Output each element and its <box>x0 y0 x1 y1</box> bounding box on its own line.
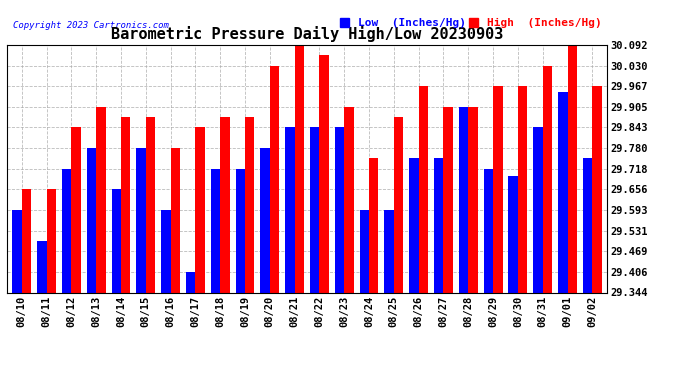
Bar <box>369 158 379 292</box>
Bar <box>211 169 220 292</box>
Bar <box>434 158 444 292</box>
Bar <box>161 210 170 292</box>
Bar <box>260 148 270 292</box>
Bar <box>543 66 552 292</box>
Bar <box>195 128 205 292</box>
Bar <box>493 86 502 292</box>
Title: Barometric Pressure Daily High/Low 20230903: Barometric Pressure Daily High/Low 20230… <box>111 27 503 42</box>
Bar <box>71 128 81 292</box>
Bar <box>319 55 329 292</box>
Bar <box>12 210 22 292</box>
Bar <box>359 210 369 292</box>
Bar <box>170 148 180 292</box>
Bar <box>469 107 477 292</box>
Bar <box>444 107 453 292</box>
Bar <box>518 86 527 292</box>
Bar <box>344 107 354 292</box>
Bar <box>87 148 96 292</box>
Bar <box>220 117 230 292</box>
Bar <box>47 189 56 292</box>
Bar <box>558 92 567 292</box>
Bar <box>137 148 146 292</box>
Bar <box>409 158 419 292</box>
Bar <box>459 107 469 292</box>
Bar <box>37 241 47 292</box>
Text: Copyright 2023 Cartronics.com: Copyright 2023 Cartronics.com <box>13 21 169 30</box>
Bar <box>335 128 344 292</box>
Bar <box>533 128 543 292</box>
Bar <box>22 189 31 292</box>
Bar <box>96 107 106 292</box>
Bar <box>62 169 71 292</box>
Bar <box>121 117 130 292</box>
Bar <box>419 86 428 292</box>
Bar <box>295 45 304 292</box>
Bar <box>245 117 255 292</box>
Bar <box>384 210 394 292</box>
Bar <box>484 169 493 292</box>
Legend: Low  (Inches/Hg), High  (Inches/Hg): Low (Inches/Hg), High (Inches/Hg) <box>340 18 602 28</box>
Bar <box>567 45 577 292</box>
Bar <box>146 117 155 292</box>
Bar <box>235 169 245 292</box>
Bar <box>592 86 602 292</box>
Bar <box>583 158 592 292</box>
Bar <box>186 272 195 292</box>
Bar <box>285 128 295 292</box>
Bar <box>509 176 518 292</box>
Bar <box>394 117 403 292</box>
Bar <box>270 66 279 292</box>
Bar <box>310 128 319 292</box>
Bar <box>112 189 121 292</box>
